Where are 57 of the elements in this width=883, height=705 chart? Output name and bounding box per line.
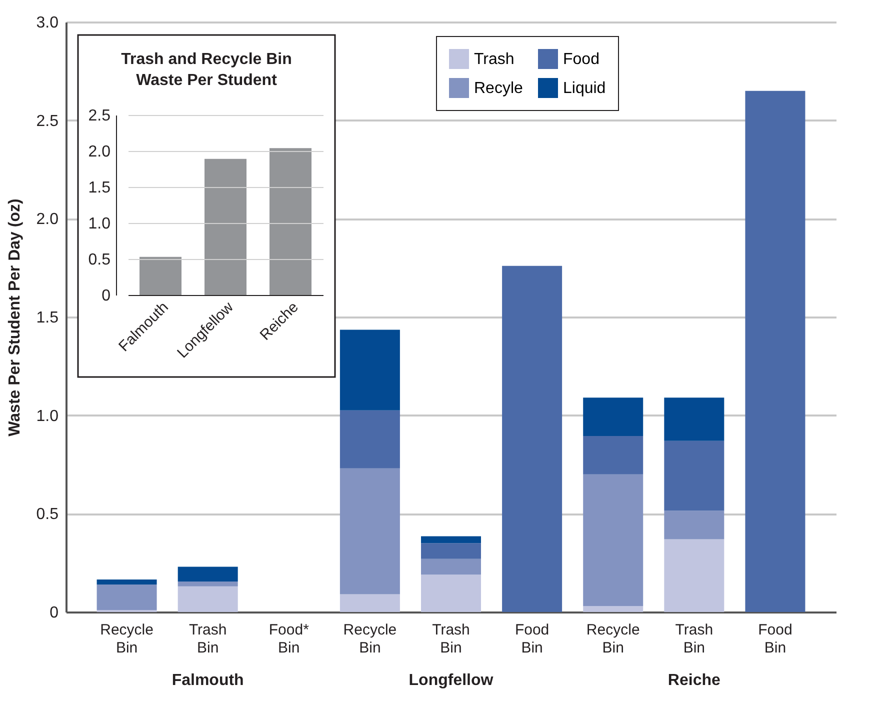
y-axis-title: Waste Per Student Per Day (oz)	[6, 198, 24, 436]
y-tick-label: 1.0	[88, 216, 111, 232]
legend-label: Trash	[474, 51, 514, 68]
x-tick-label: Recycle Bin	[100, 622, 154, 656]
x-tick-label: Food Bin	[758, 622, 792, 656]
legend-label: Recyle	[474, 80, 524, 97]
bar	[340, 410, 400, 468]
bar	[204, 158, 246, 295]
bar	[583, 436, 644, 474]
x-tick-label: Trash Bin	[675, 622, 714, 656]
bar	[502, 266, 562, 612]
bar	[340, 468, 400, 594]
bar	[178, 586, 238, 612]
y-tick-label: 1.5	[36, 310, 59, 326]
bar	[421, 543, 481, 559]
bar	[140, 256, 182, 295]
bar	[270, 148, 312, 295]
bar	[583, 474, 644, 606]
text: Reiche	[668, 672, 720, 689]
bar	[664, 510, 724, 540]
x-tick-label: Trash Bin	[432, 622, 470, 656]
bar	[421, 558, 481, 575]
y-tick-label: 0	[50, 604, 59, 622]
bar	[664, 440, 724, 511]
bar	[178, 566, 238, 582]
y-tick-label: 2.5	[36, 112, 59, 130]
x-tick-label: Recycle Bin	[343, 622, 397, 656]
bar	[745, 90, 806, 612]
y-tick-label: 0	[102, 288, 111, 304]
bar	[340, 330, 400, 410]
y-tick-label: 1.5	[88, 180, 111, 196]
y-tick-label: 2.0	[88, 144, 111, 160]
bar	[421, 536, 481, 544]
text: Longfellow	[408, 672, 494, 689]
text: Falmouth	[172, 672, 244, 689]
bar	[583, 398, 644, 436]
bar	[664, 539, 724, 612]
bar	[178, 582, 238, 586]
legend-label: Food	[563, 51, 600, 68]
y-tick-label: 1.0	[36, 408, 59, 425]
x-tick-label: Food* Bin	[268, 622, 310, 656]
x-tick-label: Trash Bin	[188, 622, 227, 656]
y-tick-label: 2.5	[88, 108, 111, 124]
chart-title: Trash and Recycle Bin Waste Per Student	[121, 51, 292, 89]
y-tick-label: 0.5	[36, 506, 59, 524]
bar	[340, 594, 400, 612]
bar	[421, 574, 481, 612]
y-tick-label: 0.5	[88, 252, 111, 268]
y-tick-label: 2.0	[36, 211, 59, 228]
bar	[664, 398, 724, 441]
legend-label: Liquid	[563, 80, 606, 97]
x-tick-label: Recycle Bin	[586, 622, 640, 656]
bar	[96, 584, 157, 610]
bar	[96, 580, 157, 584]
y-tick-label: 3.0	[36, 14, 59, 32]
bar	[583, 606, 644, 612]
x-tick-label: Food Bin	[514, 622, 550, 656]
